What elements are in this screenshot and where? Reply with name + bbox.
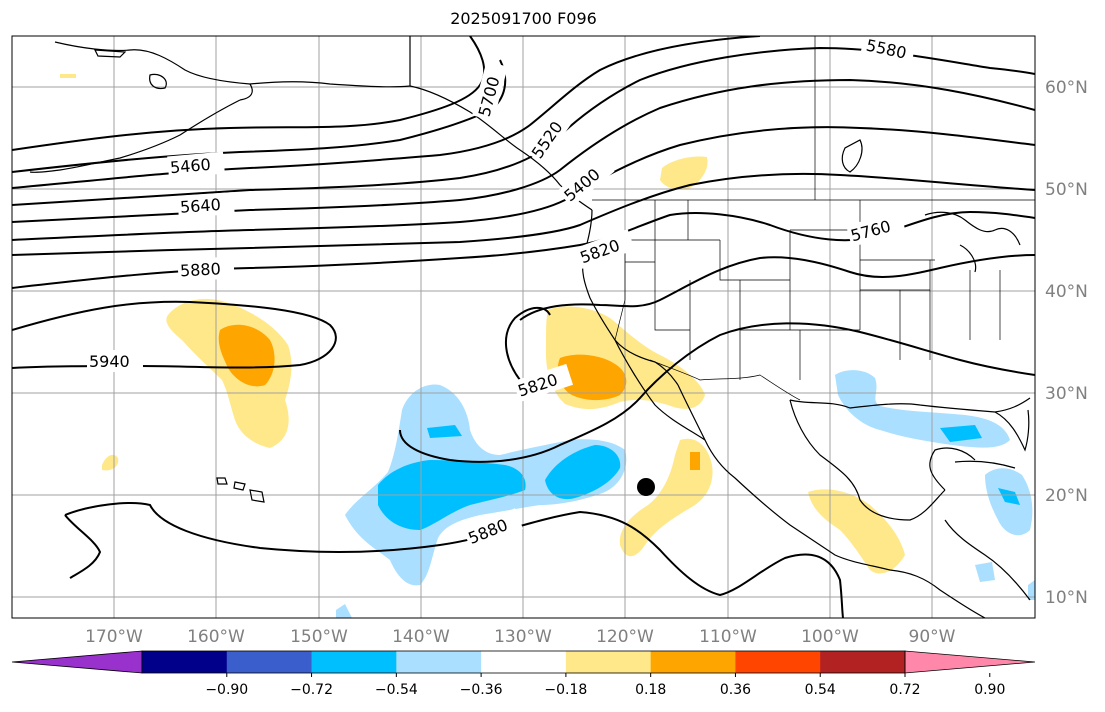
colorbar-tick-label: −0.18 bbox=[544, 682, 587, 698]
negative-anomaly-core bbox=[940, 425, 982, 442]
lat-label: 40°N bbox=[1045, 282, 1088, 302]
lon-label: 130°W bbox=[494, 627, 552, 647]
lat-label: 60°N bbox=[1045, 78, 1088, 98]
positive-anomaly-region bbox=[619, 438, 713, 557]
positive-anomaly-core bbox=[557, 354, 627, 401]
lon-label: 110°W bbox=[699, 627, 757, 647]
colorbar-segment bbox=[735, 651, 821, 673]
lon-label: 90°W bbox=[909, 627, 956, 647]
storm-position-marker bbox=[637, 478, 655, 496]
map-frame bbox=[11, 35, 1036, 619]
lat-label: 50°N bbox=[1045, 180, 1088, 200]
negative-anomaly-core bbox=[998, 488, 1020, 505]
positive-anomaly-region bbox=[808, 489, 905, 574]
colorbar-segment bbox=[396, 651, 482, 673]
longitude-labels: 170°W 160°W 150°W 140°W 130°W 120°W 110°… bbox=[85, 627, 956, 647]
colorbar-extend-high bbox=[904, 650, 1036, 674]
colorbar-segment bbox=[481, 651, 567, 673]
negative-anomaly-small bbox=[975, 562, 995, 582]
lon-label: 150°W bbox=[290, 627, 348, 647]
positive-anomaly-region bbox=[660, 156, 708, 190]
colorbar-segment bbox=[650, 651, 736, 673]
colorbar-tick-label: 0.90 bbox=[974, 682, 1005, 698]
colorbar-outline bbox=[141, 650, 906, 674]
colorbar-segment bbox=[226, 651, 313, 673]
colorbar-segment bbox=[142, 651, 228, 673]
colorbar-tick-label: −0.36 bbox=[460, 682, 503, 698]
positive-anomaly-core bbox=[690, 452, 700, 470]
colorbar-tick-label: 0.18 bbox=[635, 682, 666, 698]
lon-label: 170°W bbox=[85, 627, 143, 647]
colorbar-extend-low bbox=[11, 650, 143, 674]
contour-label: 5460 bbox=[169, 155, 211, 177]
lon-label: 100°W bbox=[801, 627, 859, 647]
lon-label: 140°W bbox=[392, 627, 450, 647]
lat-label: 20°N bbox=[1045, 486, 1088, 506]
lon-label: 120°W bbox=[596, 627, 654, 647]
colorbar-segment bbox=[820, 651, 906, 673]
negative-anomaly-small bbox=[1028, 580, 1035, 600]
chart-title: 2025091700 F096 bbox=[450, 9, 597, 28]
lon-label: 160°W bbox=[187, 627, 245, 647]
colorbar-tick-label: −0.90 bbox=[205, 682, 248, 698]
colorbar-tick-label: −0.72 bbox=[290, 682, 333, 698]
colorbar-segment bbox=[565, 651, 652, 673]
contour-label: 5640 bbox=[179, 195, 221, 217]
negative-anomaly-core bbox=[545, 445, 621, 500]
height-contours bbox=[12, 36, 1035, 618]
positive-anomaly-small bbox=[60, 74, 76, 78]
positive-anomaly-core bbox=[218, 324, 275, 387]
contour-label: 5880 bbox=[180, 259, 222, 280]
lat-label: 30°N bbox=[1045, 384, 1088, 404]
negative-anomaly-core bbox=[427, 425, 462, 438]
contour-label: 5940 bbox=[89, 352, 130, 371]
colorbar-tick-label: 0.36 bbox=[720, 682, 751, 698]
negative-anomaly-small bbox=[336, 604, 352, 618]
latitude-labels: 60°N 50°N 40°N 30°N 20°N 10°N bbox=[1045, 78, 1088, 608]
colorbar: −0.90 −0.72 −0.54 −0.36 −0.18 0.18 0.36 0.54 0.7… bbox=[11, 650, 1036, 698]
colorbar-segment bbox=[311, 651, 397, 673]
political-borders bbox=[409, 36, 1035, 401]
coastlines bbox=[29, 36, 1031, 618]
colorbar-tick-label: 0.54 bbox=[805, 682, 836, 698]
colorbar-tick-label: −0.54 bbox=[375, 682, 418, 698]
lat-label: 10°N bbox=[1045, 588, 1088, 608]
colorbar-tick-label: 0.72 bbox=[889, 682, 920, 698]
